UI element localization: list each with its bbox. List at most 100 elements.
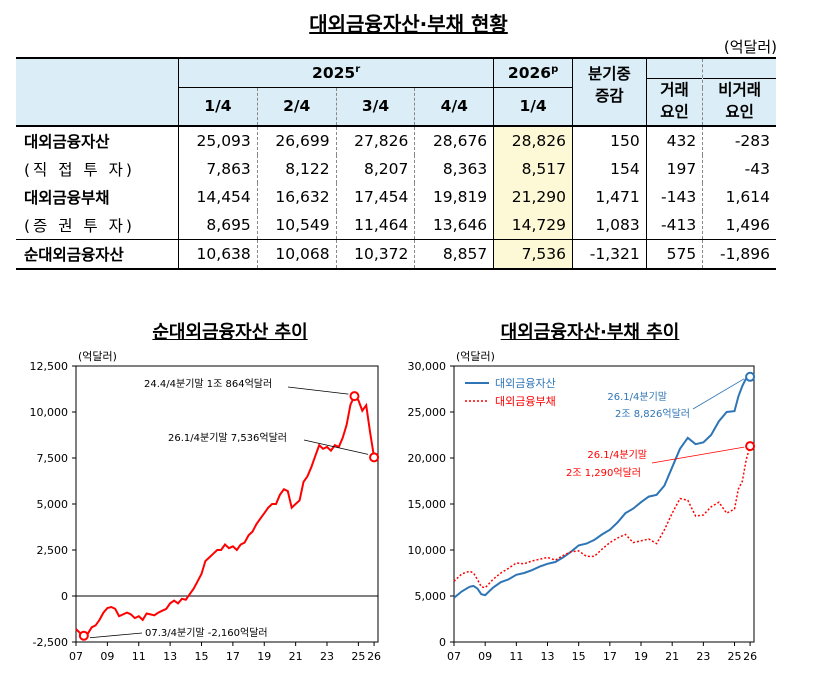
row-label: (직 접 투 자) xyxy=(24,160,135,179)
summary-table: 2025r 2026p 분기중 증감 거래 요인 비거래 요인 1/4 2/4 3/4… xyxy=(16,57,776,270)
annotation-assets-2: 2조 8,826억달러 xyxy=(615,408,690,420)
y-tick-label: -2,500 xyxy=(33,636,68,649)
table-cell: -1,321 xyxy=(571,239,647,269)
annotation-arrow xyxy=(651,446,745,464)
table-cell: 432 xyxy=(645,125,703,155)
y-tick-label: 10,000 xyxy=(30,406,69,419)
y-tick-label: 15,000 xyxy=(408,498,447,511)
table-row: (직 접 투 자) 7,863 8,122 8,207 8,363 8,517 154 197… xyxy=(16,154,776,183)
table-cell: -43 xyxy=(702,154,776,183)
series-line xyxy=(75,394,376,637)
y-tick-label: 0 xyxy=(439,636,446,649)
header-q1: 1/4 xyxy=(178,87,258,126)
header-q3: 3/4 xyxy=(335,87,415,126)
table-cell: 8,695 xyxy=(178,210,258,239)
table-cell: 10,372 xyxy=(335,239,415,269)
annotation-liab-2: 2조 1,290억달러 xyxy=(566,467,641,479)
legend-label-assets: 대외금융자산 xyxy=(495,377,556,390)
table-cell: 1,471 xyxy=(571,182,647,211)
y-tick-label: 2,500 xyxy=(37,544,69,557)
x-tick-label: 21 xyxy=(289,650,303,663)
table-cell: 8,857 xyxy=(414,239,494,269)
y-tick-label: 10,000 xyxy=(408,544,447,557)
y-tick-label: 20,000 xyxy=(408,452,447,465)
annotation-trough: 07.3/4분기말 -2,160억달러 xyxy=(145,627,268,639)
x-tick-label: 26 xyxy=(367,650,381,663)
table-row: 대외금융자산 25,093 26,699 27,826 28,676 28,826 150 4… xyxy=(16,125,776,155)
x-tick-label: 19 xyxy=(634,650,648,663)
annotation-liab-1: 26.1/4분기말 xyxy=(587,449,647,461)
x-tick-label: 07 xyxy=(447,650,461,663)
y-tick-label: 5,000 xyxy=(37,498,69,511)
table-cell: 17,454 xyxy=(335,182,415,211)
unit-label: (억달러) xyxy=(723,38,777,56)
header-year-2026: 2026p xyxy=(493,58,573,88)
y-tick-label: 12,500 xyxy=(30,360,69,373)
table-cell: 8,122 xyxy=(256,154,337,183)
net-assets-chart: (억달러)12,50010,0007,5005,0002,5000-2,5000… xyxy=(30,350,382,663)
table-row: (증 권 투 자) 8,695 10,549 11,464 13,646 14,729 1,… xyxy=(16,210,776,239)
table-cell: 150 xyxy=(571,125,647,155)
chart-title-assets-liab: 대외금융자산·부채 추이 xyxy=(500,322,680,343)
y-tick-label: 5,000 xyxy=(415,590,447,603)
table-cell: 154 xyxy=(571,154,647,183)
table-cell: -143 xyxy=(645,182,703,211)
table-cell: 1,614 xyxy=(702,182,776,211)
table-cell: -413 xyxy=(645,210,703,239)
x-tick-label: 11 xyxy=(509,650,523,663)
table-cell: 7,536 xyxy=(493,239,573,269)
table-cell: 21,290 xyxy=(493,182,573,211)
row-label: 순대외금융자산 xyxy=(24,245,124,264)
y-tick-label: 0 xyxy=(61,590,68,603)
annotation-latest: 26.1/4분기말 7,536억달러 xyxy=(168,432,287,444)
table-cell: 11,464 xyxy=(335,210,415,239)
x-tick-label: 07 xyxy=(69,650,83,663)
header-q4: 4/4 xyxy=(414,87,494,126)
x-tick-label: 19 xyxy=(257,650,271,663)
y-tick-label: 25,000 xyxy=(408,406,447,419)
unit-label: (억달러) xyxy=(78,350,117,363)
table-cell: 1,083 xyxy=(571,210,647,239)
x-tick-label: 25 xyxy=(728,650,742,663)
x-tick-label: 15 xyxy=(572,650,586,663)
annotation-arrow xyxy=(287,386,349,395)
table-cell: 25,093 xyxy=(178,125,258,155)
x-tick-label: 25 xyxy=(351,650,365,663)
table-row: 순대외금융자산 10,638 10,068 10,372 8,857 7,536 -1,32… xyxy=(16,239,776,269)
x-tick-label: 23 xyxy=(696,650,710,663)
table-cell: 197 xyxy=(645,154,703,183)
y-tick-label: 7,500 xyxy=(37,452,69,465)
table-cell: 28,826 xyxy=(493,125,573,155)
series-line xyxy=(453,375,751,599)
table-cell: 26,699 xyxy=(256,125,337,155)
unit-label: (억달러) xyxy=(456,350,495,363)
header-q2: 2/4 xyxy=(256,87,337,126)
annotation-peak: 24.4/4분기말 1조 864억달러 xyxy=(144,378,272,390)
table-cell: -283 xyxy=(702,125,776,155)
x-tick-label: 17 xyxy=(226,650,240,663)
header-change: 분기중 증감 xyxy=(571,58,647,126)
x-tick-label: 09 xyxy=(478,650,492,663)
x-tick-label: 13 xyxy=(163,650,177,663)
table-cell: 575 xyxy=(645,239,703,269)
table-row: 대외금융부채 14,454 16,632 17,454 19,819 21,290 1,47… xyxy=(16,182,776,211)
table-cell: 1,496 xyxy=(702,210,776,239)
data-marker xyxy=(349,391,360,402)
row-label: (증 권 투 자) xyxy=(24,216,135,235)
data-marker xyxy=(745,441,756,452)
data-marker xyxy=(369,452,380,463)
table-cell: 13,646 xyxy=(414,210,494,239)
annotation-arrow xyxy=(89,632,143,639)
table-cell: 10,638 xyxy=(178,239,258,269)
header-q1-2026: 1/4 xyxy=(493,87,573,126)
header-nontxn: 비거래 요인 xyxy=(702,58,776,126)
x-tick-label: 15 xyxy=(195,650,209,663)
row-label: 대외금융자산 xyxy=(24,132,110,151)
x-tick-label: 17 xyxy=(603,650,617,663)
table-cell: 14,729 xyxy=(493,210,573,239)
page-title: 대외금융자산·부채 현황 xyxy=(309,12,508,36)
annotation-assets-1: 26.1/4분기말 xyxy=(607,391,667,403)
data-marker xyxy=(78,630,89,641)
data-marker xyxy=(745,371,756,382)
table-cell: 19,819 xyxy=(414,182,494,211)
